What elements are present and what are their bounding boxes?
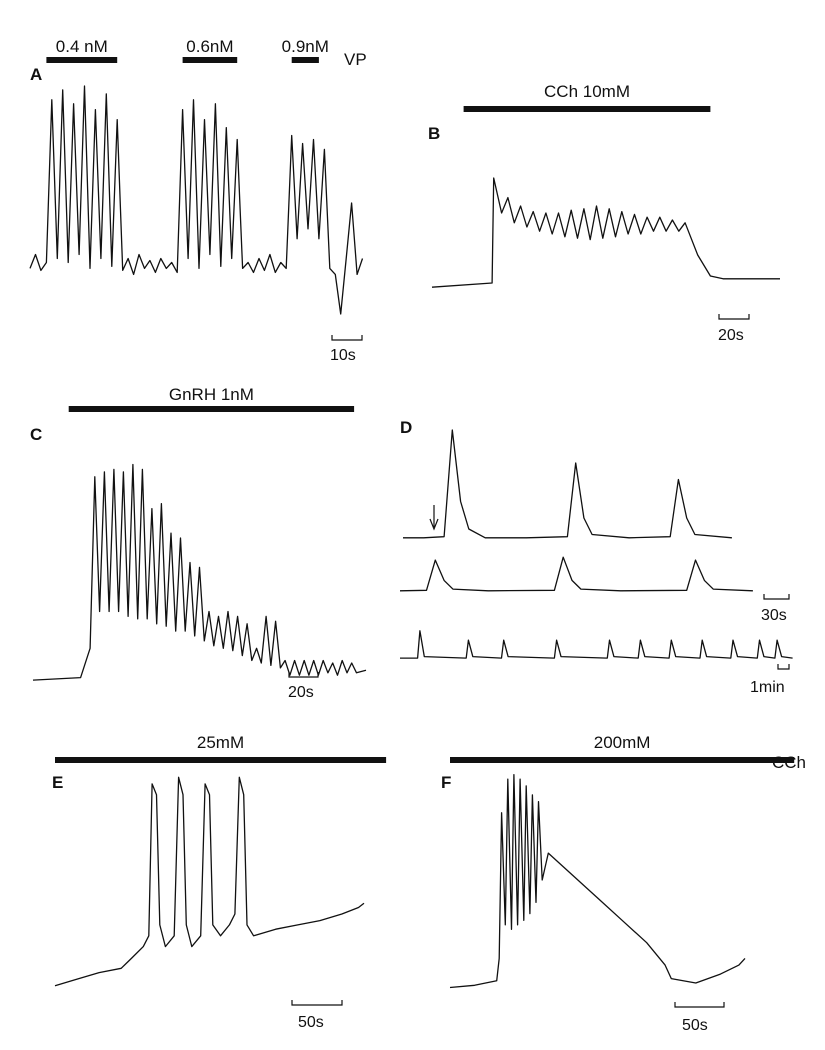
panel-f-scale-label: 50s bbox=[682, 1017, 708, 1034]
panel-e-stimuli: 25mM bbox=[55, 733, 387, 763]
panel-a-trailing-label: VP bbox=[344, 50, 367, 69]
panel-c-trace bbox=[32, 463, 367, 681]
panel-letter-c: C bbox=[30, 425, 42, 444]
panel-f-stimuli: 200mM bbox=[450, 733, 795, 763]
panel-b-stimuli: CCh 10mM bbox=[463, 82, 711, 112]
panel-letter-f: F bbox=[441, 773, 451, 792]
panel-e: E 25mM 50s bbox=[52, 733, 387, 1031]
panel-b-stimulus-label-1: CCh 10mM bbox=[544, 82, 630, 101]
panel-a: A 0.4 nM 0.6nM 0.9nM VP 10s bbox=[29, 37, 367, 364]
panel-d: D 30s 1min bbox=[399, 418, 793, 696]
panel-a-stimulus-label-1: 0.4 nM bbox=[56, 37, 108, 56]
panel-d-trace-2 bbox=[399, 556, 753, 592]
panel-a-trace bbox=[29, 85, 364, 315]
panel-letter-d: D bbox=[400, 418, 412, 437]
panel-c-scale-label: 20s bbox=[288, 684, 314, 701]
panel-c: C GnRH 1nM 20s bbox=[30, 385, 367, 701]
panel-d-scale-label-1min: 1min bbox=[750, 679, 785, 696]
panel-f: F 200mM CCh 50s bbox=[441, 733, 806, 1034]
panel-b-scale-bar bbox=[718, 314, 750, 320]
panel-b: B CCh 10mM 20s bbox=[428, 82, 780, 344]
panel-e-trace bbox=[54, 776, 365, 987]
panel-d-arrow bbox=[429, 505, 439, 531]
panel-e-scale-label: 50s bbox=[298, 1014, 324, 1031]
panel-c-scale-bar bbox=[288, 672, 319, 678]
panel-d-scale-label-30s: 30s bbox=[761, 607, 787, 624]
panel-e-scale-bar bbox=[291, 1000, 343, 1006]
panel-d-scale-bar-1min bbox=[777, 664, 790, 670]
panel-a-scale-label: 10s bbox=[330, 347, 356, 364]
panel-letter-e: E bbox=[52, 773, 63, 792]
panel-f-stimulus-label-1: 200mM bbox=[594, 733, 651, 752]
panel-b-trace bbox=[431, 177, 780, 288]
panel-letter-a: A bbox=[30, 65, 42, 84]
panel-d-trace-1 bbox=[403, 429, 732, 539]
panel-f-trailing-label: CCh bbox=[772, 753, 806, 772]
panel-letter-b: B bbox=[428, 124, 440, 143]
panel-d-trace-3 bbox=[400, 630, 793, 659]
panel-a-scale-bar bbox=[331, 335, 363, 341]
panel-f-scale-bar bbox=[674, 1002, 725, 1008]
panel-c-stimulus-label-1: GnRH 1nM bbox=[169, 385, 254, 404]
panel-d-scale-bar-30s bbox=[763, 594, 790, 600]
panel-a-stimuli: 0.4 nM 0.6nM 0.9nM bbox=[46, 37, 329, 63]
panel-a-stimulus-label-2: 0.6nM bbox=[186, 37, 233, 56]
panel-a-stimulus-label-3: 0.9nM bbox=[282, 37, 329, 56]
panel-f-trace bbox=[449, 774, 746, 989]
panel-c-stimuli: GnRH 1nM bbox=[68, 385, 355, 412]
panel-b-scale-label: 20s bbox=[718, 327, 744, 344]
panel-e-stimulus-label-1: 25mM bbox=[197, 733, 244, 752]
